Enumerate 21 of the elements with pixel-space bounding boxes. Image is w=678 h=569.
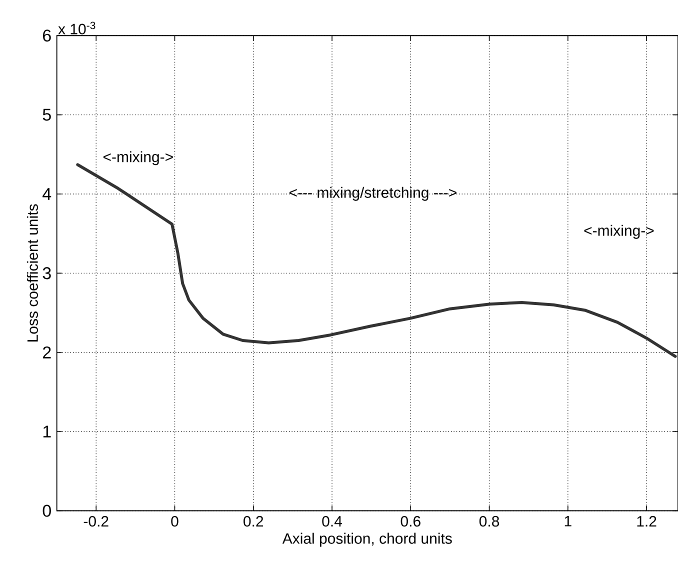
x-tick-label: 1.2 [637, 516, 656, 526]
text: x 10$^{-3}$ [58, 22, 96, 34]
x-tick-label: 0 [171, 516, 178, 527]
y-axis-title: Loss coefficient units [26, 204, 38, 342]
annotation: <-mixing-> [584, 224, 654, 239]
y-tick-label: 0 [42, 504, 51, 517]
y-tick-label: 6 [43, 30, 51, 42]
x-tick-label: 0.2 [244, 516, 264, 527]
x-axis-title: Axial position, chord units [282, 532, 452, 547]
y-tick-label: 1 [43, 426, 51, 438]
annotation: <-mixing-> [103, 151, 173, 166]
x-tick-label: 1 [564, 516, 572, 526]
x-tick-label: 0.8 [479, 516, 500, 527]
annotation: <--- mixing/stretching ---> [290, 186, 456, 201]
x-tick-label: -0.2 [84, 516, 108, 527]
y-tick-label: 3 [42, 267, 51, 280]
y-tick-label: 5 [42, 108, 51, 121]
y-tick-label: 2 [43, 346, 51, 358]
x-tick-label: 0.6 [400, 516, 420, 527]
x-tick-label: 0.4 [322, 516, 342, 527]
y-tick-label: 4 [42, 188, 52, 200]
